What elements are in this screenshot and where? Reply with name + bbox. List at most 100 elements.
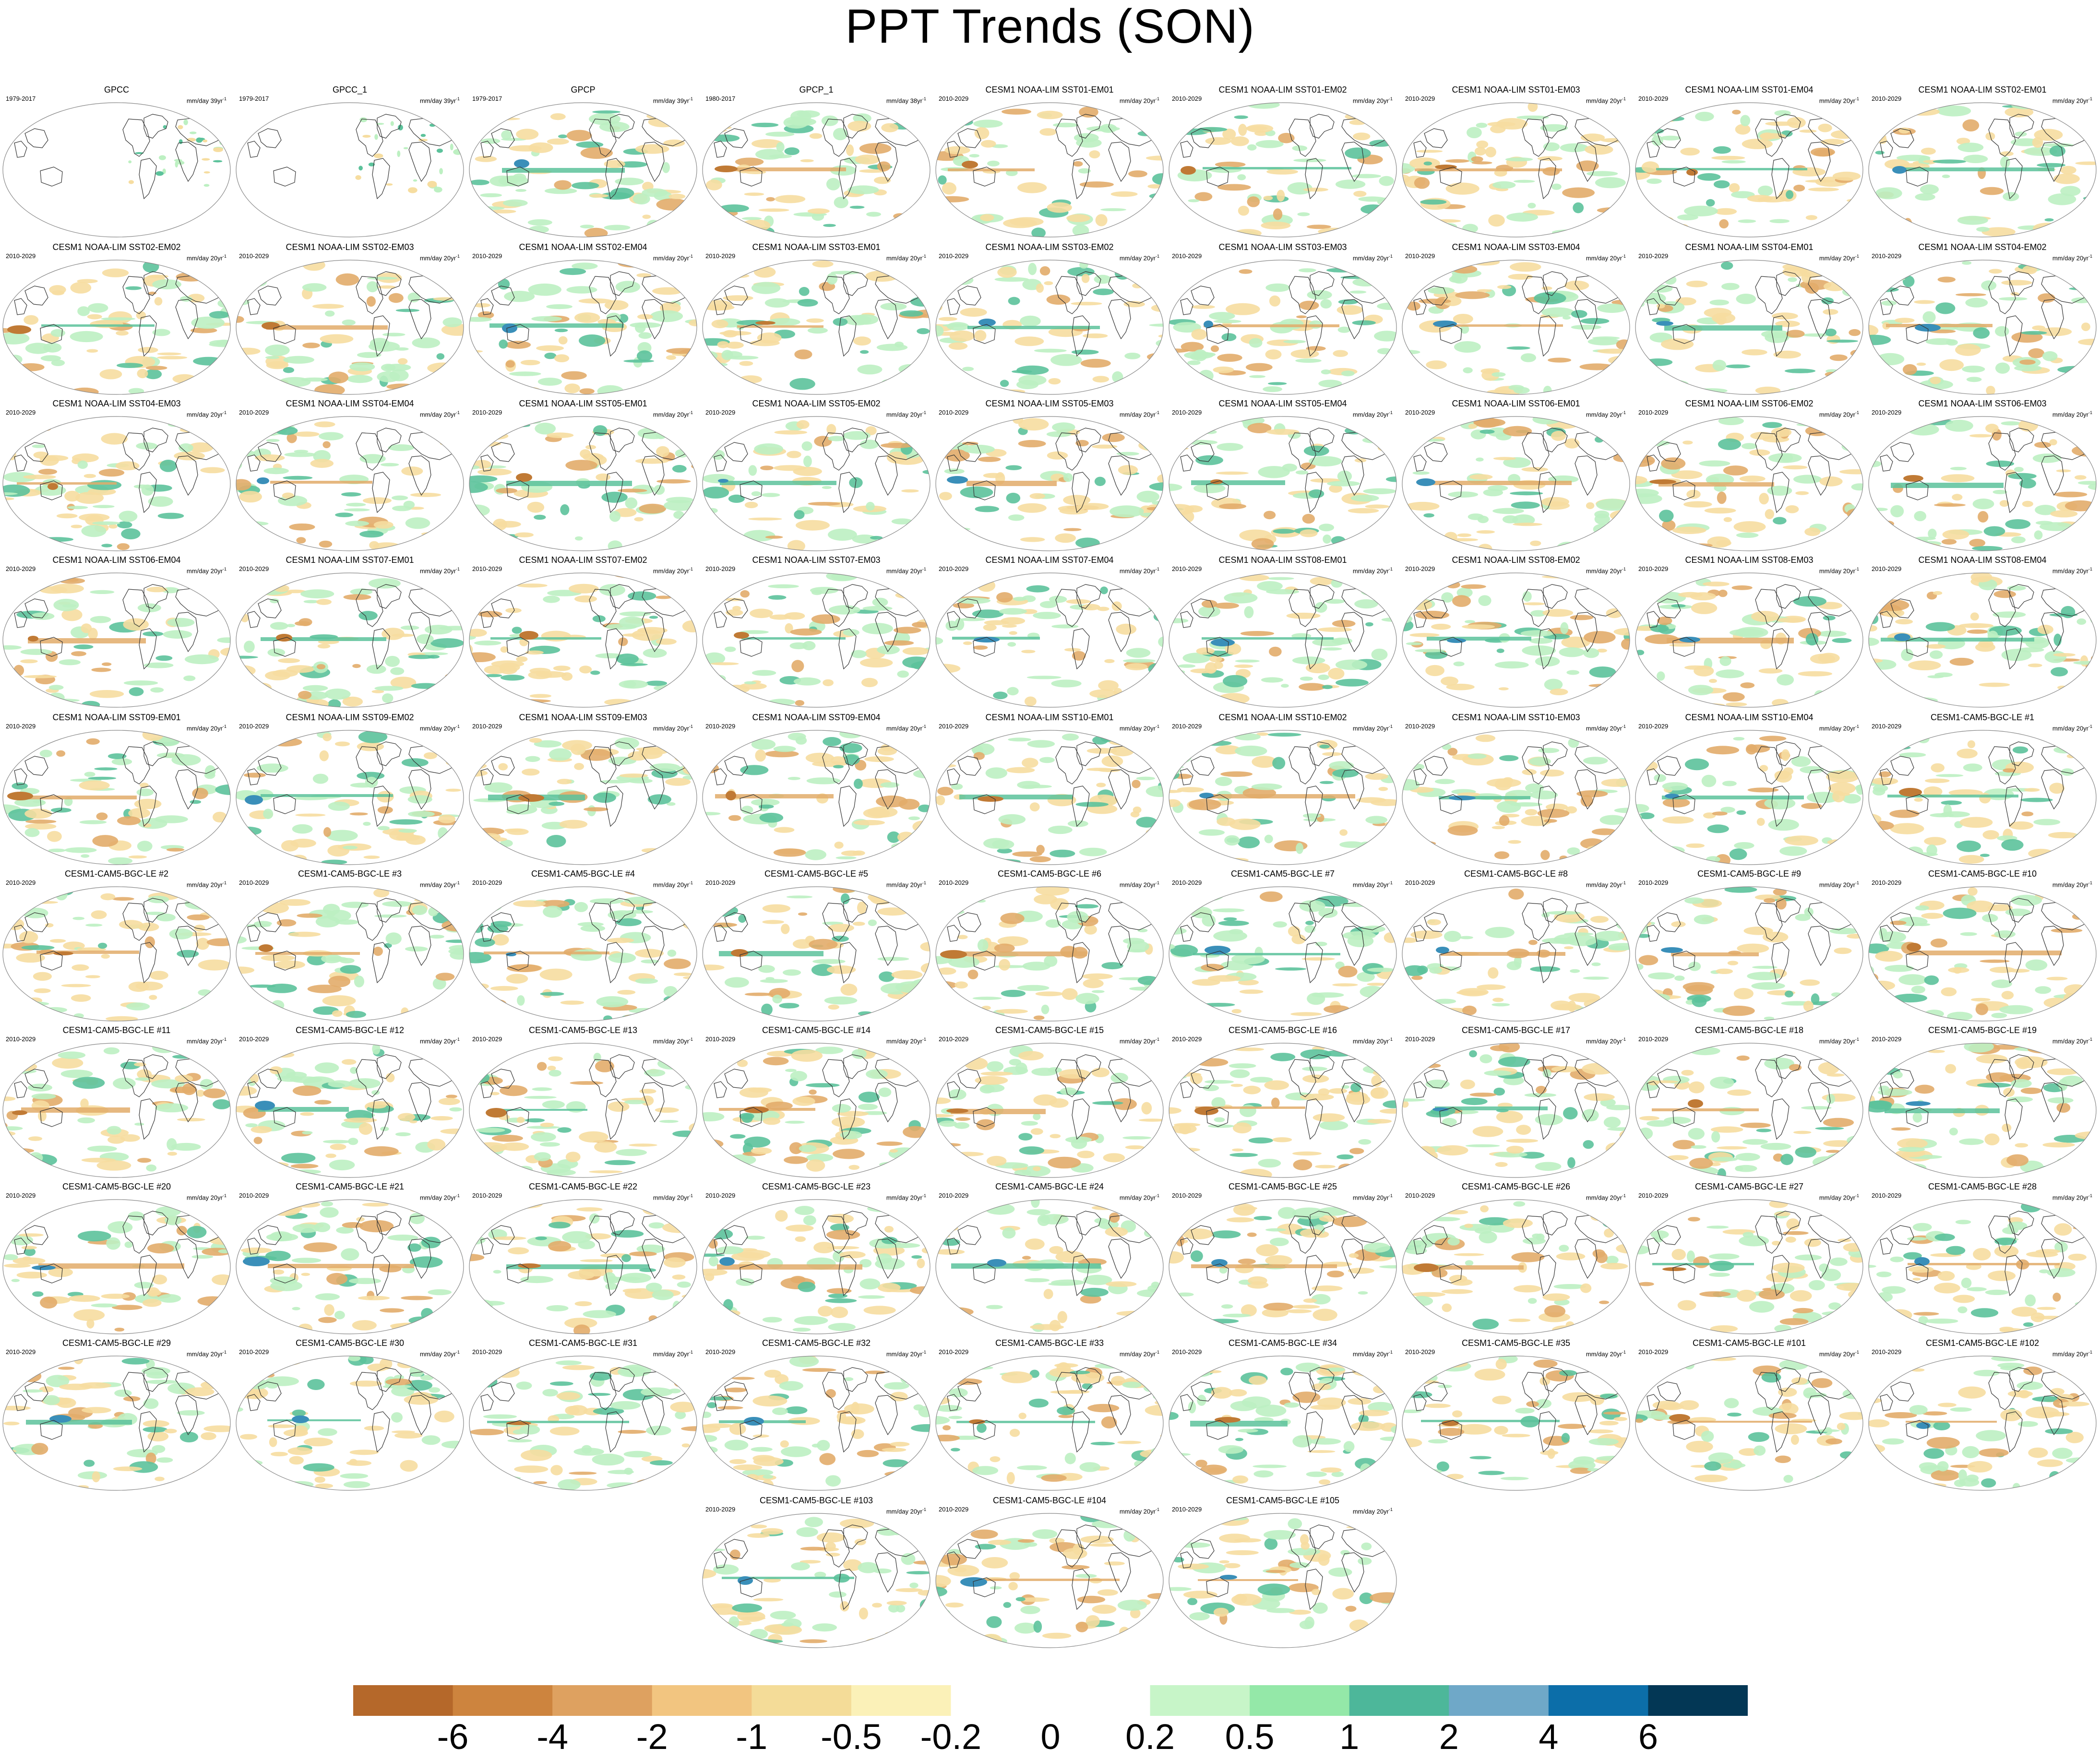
panel-map (469, 102, 697, 238)
panel-map (236, 102, 464, 238)
chart-title: PPT Trends (SON) (845, 0, 1255, 53)
panel-map (702, 886, 931, 1022)
panel-units-text: mm/day 20yr (886, 881, 922, 889)
panel-map (702, 730, 931, 865)
panel-period: 2010-2029 (705, 565, 736, 572)
panel-units-text: mm/day 20yr (653, 254, 689, 262)
panel-units-text: mm/day 20yr (886, 1194, 922, 1201)
panel-map (1402, 1199, 1630, 1334)
map-panel: CESM1 NOAA-LIM SST01-EM01 2010-2029 mm/day… (933, 84, 1166, 240)
panel-period: 1980-2017 (705, 95, 736, 102)
panel-units-text: mm/day 20yr (653, 1037, 689, 1045)
panel-period: 2010-2029 (1872, 95, 1902, 102)
panel-title: CESM1-CAM5-BGC-LE #14 (762, 1025, 871, 1035)
panel-units-exponent: -1 (1855, 1037, 1859, 1042)
map-panel: CESM1 NOAA-LIM SST03-EM01 2010-2029 mm/day… (700, 242, 933, 397)
panel-units: mm/day 20yr-1 (187, 1348, 227, 1358)
panel-units-exponent: -1 (1155, 1350, 1159, 1355)
panel-units: mm/day 20yr-1 (420, 1348, 460, 1358)
map-panel: CESM1-CAM5-BGC-LE #21 2010-2029 mm/day 20y… (233, 1181, 466, 1337)
panel-units: mm/day 20yr-1 (1353, 409, 1393, 418)
panel-title: CESM1-CAM5-BGC-LE #22 (528, 1182, 638, 1191)
panel-title: CESM1 NOAA-LIM SST05-EM04 (1218, 399, 1347, 408)
panel-units-exponent: -1 (922, 880, 926, 885)
panel-period: 2010-2029 (1405, 1348, 1435, 1356)
panel-units-text: mm/day 20yr (653, 881, 689, 889)
panel-period: 2010-2029 (6, 1348, 36, 1356)
panel-units-exponent: -1 (222, 254, 227, 259)
panel-units-exponent: -1 (2088, 724, 2092, 729)
panel-units-text: mm/day 20yr (653, 567, 689, 575)
panel-units-text: mm/day 20yr (1119, 97, 1156, 105)
panel-map (702, 1356, 931, 1491)
panel-units: mm/day 20yr-1 (1586, 1348, 1626, 1358)
panel-title: GPCC_1 (332, 85, 368, 95)
panel-units-text: mm/day 20yr (186, 725, 223, 732)
panel-units-exponent: -1 (2088, 96, 2092, 101)
panel-map (935, 1043, 1164, 1178)
panel-map (236, 416, 464, 551)
panel-map (1868, 730, 2097, 865)
panel-units-exponent: -1 (1855, 567, 1859, 571)
panel-map (236, 260, 464, 395)
panel-map (1402, 260, 1630, 395)
panel-units-exponent: -1 (2088, 1350, 2092, 1355)
panel-units-exponent: -1 (1622, 1193, 1626, 1198)
panel-units-exponent: -1 (689, 724, 693, 729)
panel-units-text: mm/day 20yr (2052, 411, 2088, 418)
panel-period: 2010-2029 (705, 409, 736, 416)
map-panel: CESM1 NOAA-LIM SST10-EM04 2010-2029 mm/day… (1633, 712, 1866, 868)
panel-units: mm/day 20yr-1 (420, 565, 460, 575)
panel-units-exponent: -1 (922, 410, 926, 415)
panel-title: CESM1 NOAA-LIM SST08-EM01 (1218, 555, 1347, 565)
panel-units-exponent: -1 (1855, 724, 1859, 729)
colorbar-swatch (652, 1685, 752, 1716)
panel-map (236, 1043, 464, 1178)
map-panel: CESM1-CAM5-BGC-LE #10 2010-2029 mm/day 20y… (1866, 868, 2099, 1024)
panel-units: mm/day 20yr-1 (1353, 1348, 1393, 1358)
panel-period: 2010-2029 (1872, 1035, 1902, 1043)
map-panel: CESM1 NOAA-LIM SST10-EM01 2010-2029 mm/day… (933, 712, 1166, 868)
panel-units-exponent: -1 (1622, 410, 1626, 415)
panel-title: CESM1-CAM5-BGC-LE #12 (295, 1025, 405, 1035)
panel-period: 2010-2029 (1405, 879, 1435, 886)
panel-units-exponent: -1 (1855, 96, 1859, 101)
panel-map (2, 886, 231, 1022)
panel-units-text: mm/day 20yr (2052, 1194, 2088, 1201)
panel-units-text: mm/day 20yr (1352, 411, 1389, 418)
panel-title: CESM1 NOAA-LIM SST04-EM03 (52, 399, 181, 408)
panel-units: mm/day 20yr-1 (1120, 879, 1159, 889)
panel-title: CESM1-CAM5-BGC-LE #103 (759, 1496, 873, 1505)
panel-period: 2010-2029 (6, 565, 36, 572)
panel-title: CESM1 NOAA-LIM SST06-EM02 (1685, 399, 1814, 408)
panel-map (702, 1043, 931, 1178)
map-panel: CESM1 NOAA-LIM SST03-EM03 2010-2029 mm/day… (1166, 242, 1399, 397)
map-panel: CESM1-CAM5-BGC-LE #7 2010-2029 mm/day 20yr… (1166, 868, 1399, 1024)
panel-map (2, 572, 231, 708)
panel-title: CESM1-CAM5-BGC-LE #104 (992, 1496, 1107, 1505)
panel-period: 2010-2029 (472, 879, 502, 886)
panel-title: CESM1-CAM5-BGC-LE #7 (1230, 869, 1335, 879)
map-panel: CESM1 NOAA-LIM SST07-EM02 2010-2029 mm/day… (466, 555, 700, 710)
panel-map (1402, 886, 1630, 1022)
panel-title: CESM1 NOAA-LIM SST07-EM03 (752, 555, 881, 565)
panel-period: 2010-2029 (1405, 565, 1435, 572)
panel-units-exponent: -1 (222, 1193, 227, 1198)
panel-title: CESM1 NOAA-LIM SST08-EM03 (1685, 555, 1814, 565)
panel-units-exponent: -1 (2088, 880, 2092, 885)
panel-units-text: mm/day 20yr (1352, 1350, 1389, 1358)
panel-units-text: mm/day 20yr (1586, 881, 1622, 889)
map-panel: CESM1-CAM5-BGC-LE #12 2010-2029 mm/day 20y… (233, 1025, 466, 1180)
map-panel: CESM1 NOAA-LIM SST02-EM04 2010-2029 mm/day… (466, 242, 700, 397)
panel-units: mm/day 20yr-1 (653, 1348, 693, 1358)
panel-units-exponent: -1 (689, 1037, 693, 1042)
panel-period: 2010-2029 (239, 879, 269, 886)
map-panel: CESM1 NOAA-LIM SST05-EM03 2010-2029 mm/day… (933, 398, 1166, 554)
panel-map (935, 1356, 1164, 1491)
panel-title: CESM1 NOAA-LIM SST02-EM03 (286, 242, 414, 252)
panel-units: mm/day 20yr-1 (1353, 95, 1393, 105)
panel-title: CESM1 NOAA-LIM SST10-EM02 (1218, 713, 1347, 722)
panel-period: 2010-2029 (705, 1348, 736, 1356)
panel-units: mm/day 20yr-1 (420, 409, 460, 418)
panel-map (236, 1356, 464, 1491)
